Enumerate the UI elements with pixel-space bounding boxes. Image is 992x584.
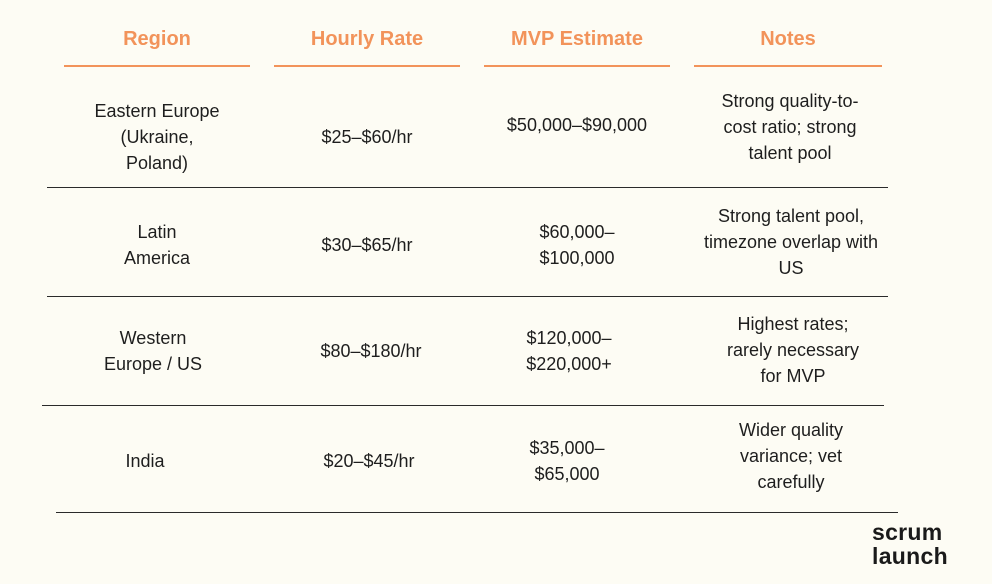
cell-region: Eastern Europe (Ukraine, Poland) bbox=[94, 101, 220, 173]
cell-notes: Wider quality variance; vet carefully bbox=[738, 420, 844, 492]
cell-region: Latin America bbox=[123, 222, 190, 268]
cell-hourly-rate: $80–$180/hr bbox=[320, 341, 422, 361]
cell-hourly-rate: $25–$60/hr bbox=[321, 127, 413, 147]
cell-mvp-estimate: $35,000– $65,000 bbox=[529, 438, 605, 484]
row-divider bbox=[42, 405, 884, 406]
cell-mvp-estimate: $120,000– $220,000+ bbox=[526, 328, 612, 374]
logo-line-1: scrum bbox=[872, 519, 943, 545]
header-mvp-estimate: MVP Estimate bbox=[511, 27, 643, 50]
header-notes: Notes bbox=[760, 27, 816, 50]
cell-hourly-rate: $20–$45/hr bbox=[323, 451, 415, 471]
cell-notes: Highest rates; rarely necessary for MVP bbox=[726, 314, 860, 386]
header-rule-mvp-estimate bbox=[484, 65, 670, 67]
cell-region: India bbox=[125, 451, 165, 471]
row-divider bbox=[47, 187, 888, 188]
cell-mvp-estimate: $60,000– $100,000 bbox=[539, 222, 615, 268]
scrum-launch-logo: scrum launch bbox=[872, 520, 948, 568]
row-divider bbox=[47, 296, 888, 297]
header-rule-region bbox=[64, 65, 250, 67]
header-rule-notes bbox=[694, 65, 882, 67]
cell-notes: Strong quality-to- cost ratio; strong ta… bbox=[721, 91, 859, 163]
logo-line-2: launch bbox=[872, 543, 948, 569]
header-hourly-rate: Hourly Rate bbox=[310, 27, 424, 50]
cell-hourly-rate: $30–$65/hr bbox=[321, 235, 413, 255]
cell-notes: Strong talent pool, timezone overlap wit… bbox=[703, 206, 879, 278]
row-divider bbox=[56, 512, 898, 513]
header-rule-hourly-rate bbox=[274, 65, 460, 67]
cell-mvp-estimate: $50,000–$90,000 bbox=[506, 115, 648, 135]
cell-region: Western Europe / US bbox=[103, 328, 203, 374]
header-region: Region bbox=[123, 27, 191, 50]
